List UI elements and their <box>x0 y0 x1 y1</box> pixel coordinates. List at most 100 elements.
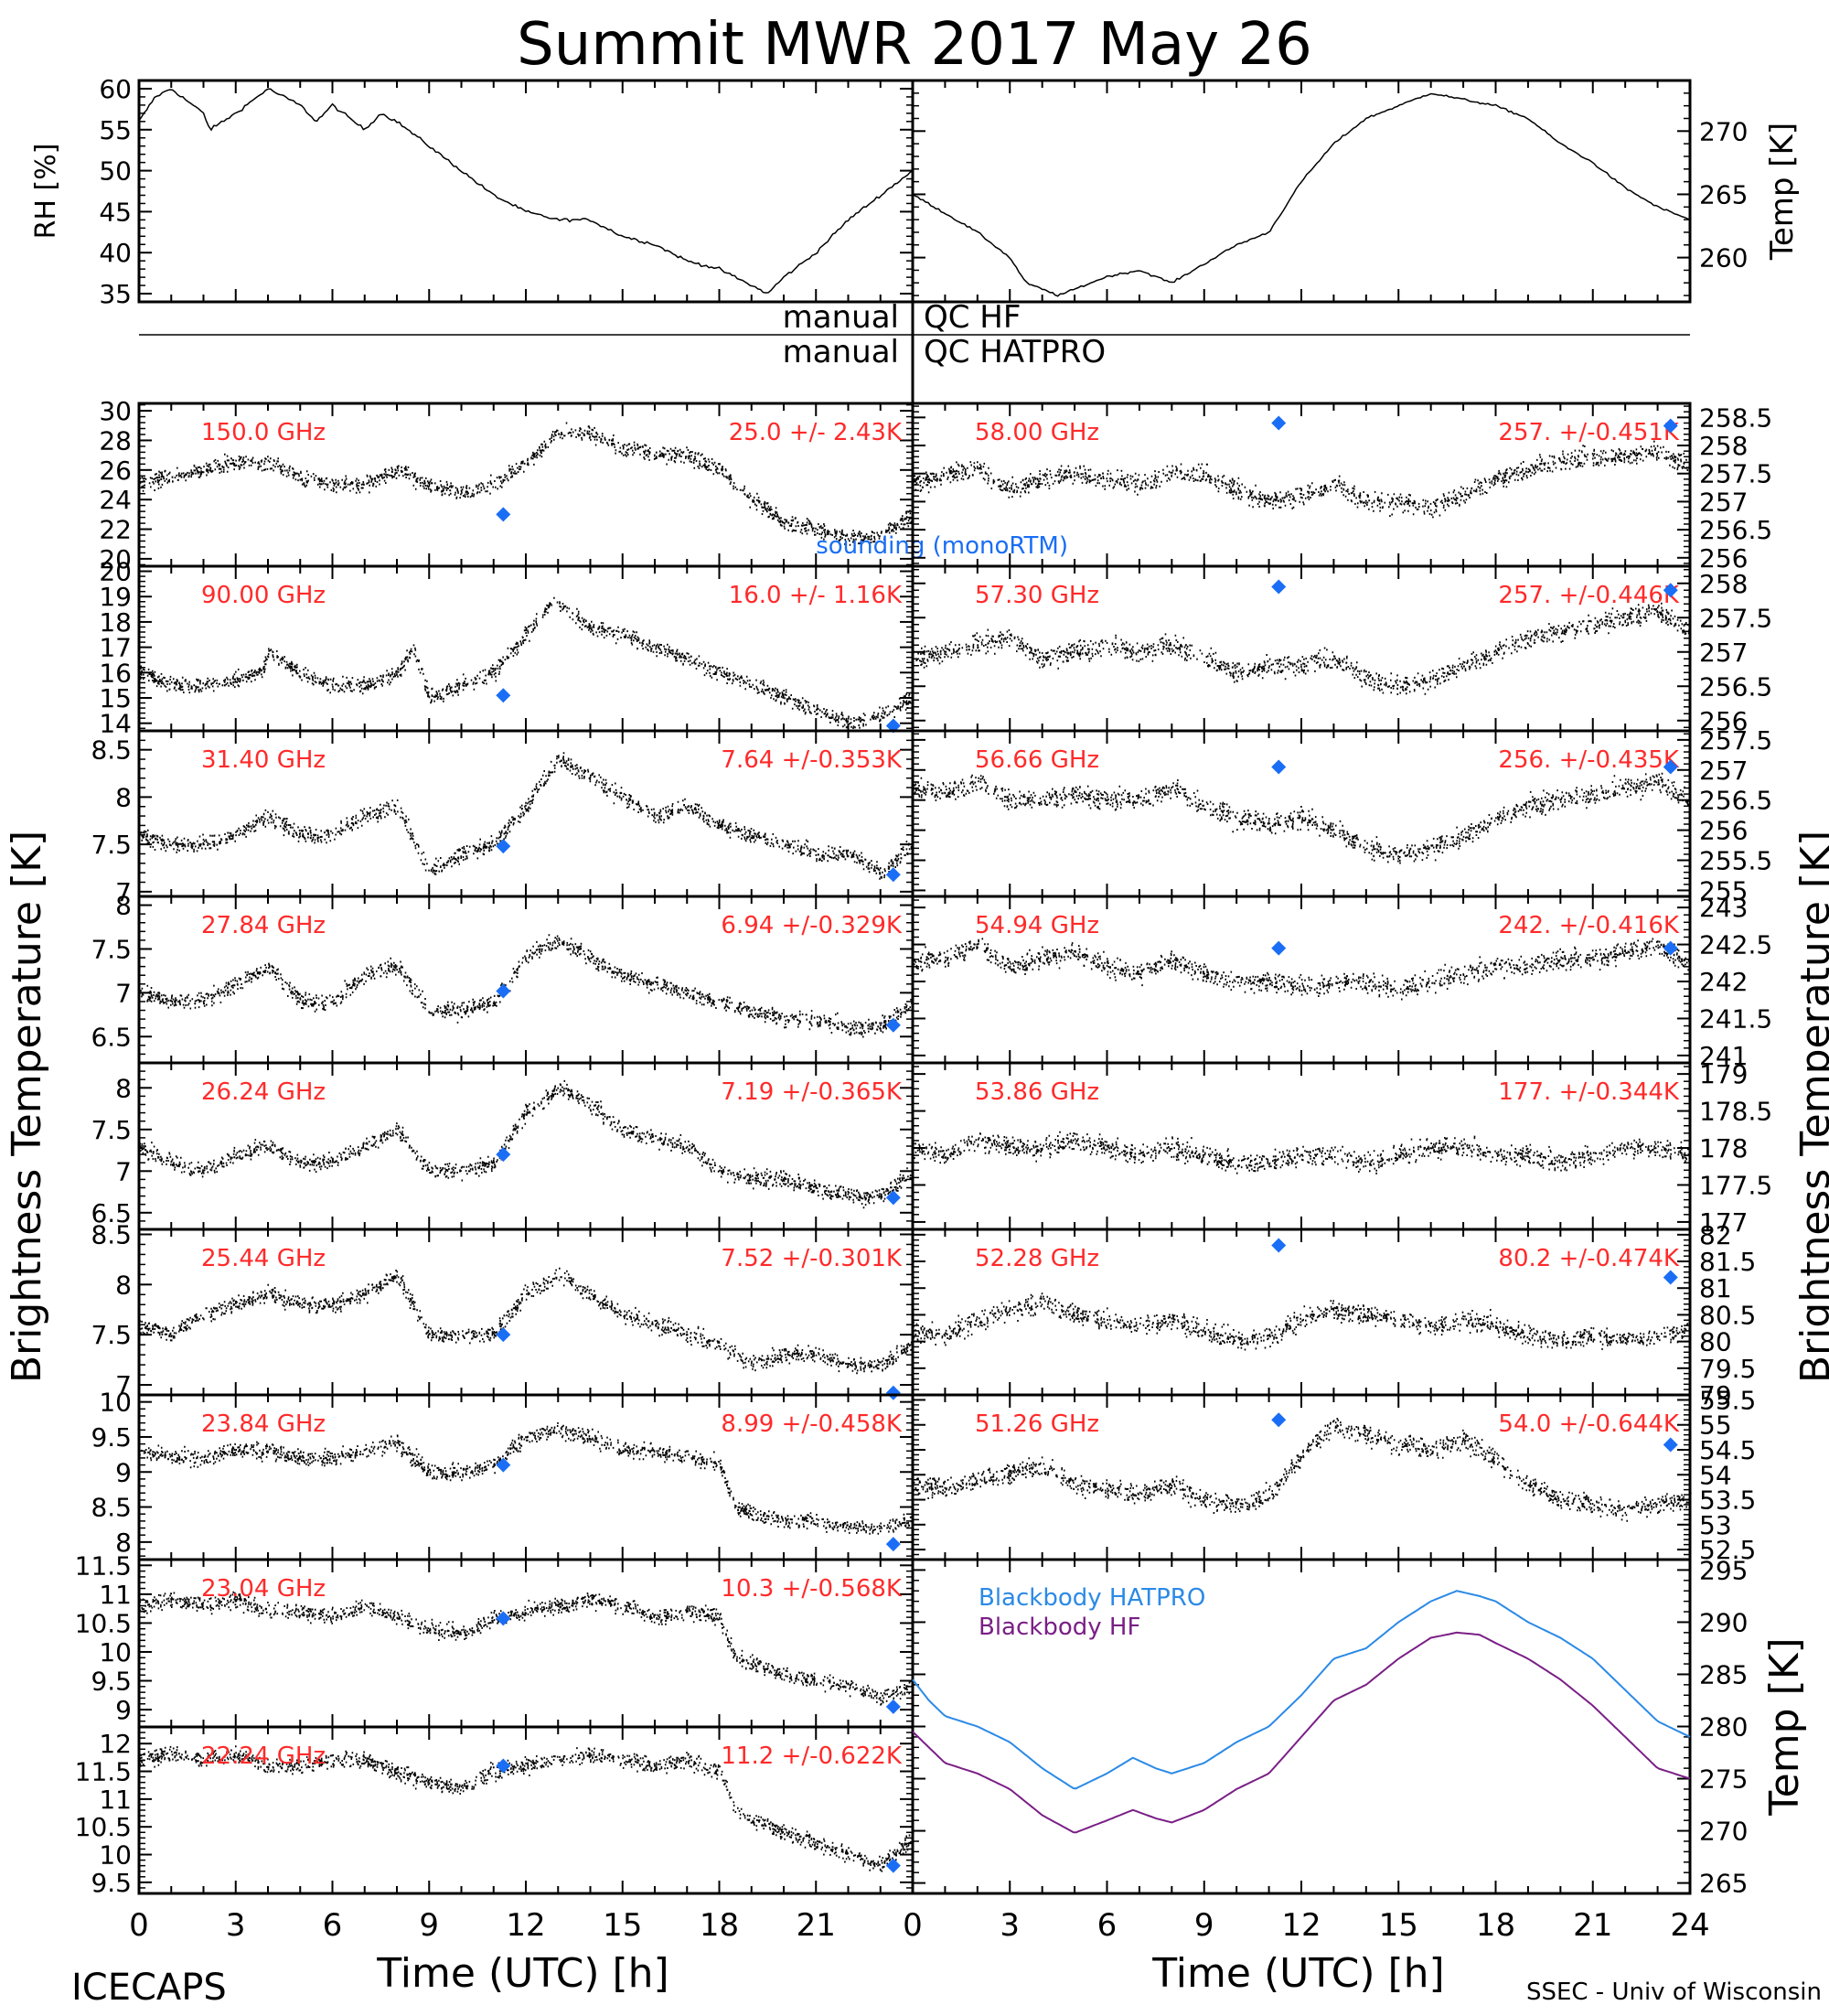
footer-right: SSEC - Univ of Wisconsin <box>1526 1978 1822 2006</box>
sounding-point <box>885 1537 901 1552</box>
y-tick-label: 7.5 <box>91 1115 132 1145</box>
x-tick-label: 12 <box>506 1907 545 1944</box>
y-tick-label: 256 <box>1699 543 1748 574</box>
y-axis-title-right: Brightness Temperature [K] <box>1792 831 1829 1383</box>
y-tick-label: 9 <box>115 1457 132 1487</box>
x-axis-title-left: Time (UTC) [h] <box>376 1950 668 1997</box>
channel-stats: 80.2 +/-0.474K <box>1498 1245 1680 1272</box>
channel-label: 52.28 GHz <box>975 1245 1099 1272</box>
y-tick-label: 12 <box>99 1729 132 1759</box>
sounding-point <box>885 1385 901 1400</box>
x-tick-label: 15 <box>603 1907 642 1944</box>
y-tick-label: 17 <box>99 633 132 663</box>
y-tick-label: 7 <box>115 1156 132 1186</box>
y-tick-label: 241 <box>1699 1041 1748 1071</box>
sounding-point <box>1271 1412 1287 1428</box>
sounding-point <box>496 1147 511 1163</box>
qc-status-block: manual QC HF manual QC HATPRO <box>139 299 1690 402</box>
y-tick-label: 7.5 <box>91 934 132 964</box>
y-tick-label: 19 <box>99 582 132 612</box>
y-tick-label: 50 <box>99 156 132 187</box>
sounding-annotation: sounding (monoRTM) <box>816 532 1068 560</box>
y-tick-label: 79 <box>1699 1380 1732 1410</box>
x-tick-label: 0 <box>129 1907 149 1944</box>
y-tick-label: 40 <box>99 238 132 268</box>
sounding-point <box>1663 583 1678 598</box>
channel-label: 57.30 GHz <box>975 582 1099 609</box>
y-tick-label: 60 <box>99 74 132 104</box>
y-tick-label: 8 <box>115 1528 132 1558</box>
sounding-point <box>496 688 511 703</box>
channel-label: 150.0 GHz <box>201 419 326 446</box>
y-tick-label: 9 <box>115 1695 132 1725</box>
x-tick-label: 21 <box>797 1907 836 1944</box>
sounding-point <box>885 1858 901 1873</box>
chart-title: Summit MWR 2017 May 26 <box>517 11 1312 79</box>
y-tick-label: 256 <box>1699 706 1748 736</box>
y-tick-label: 10.5 <box>75 1608 132 1638</box>
y-tick-label: 10.5 <box>75 1812 132 1842</box>
x-tick-label: 0 <box>903 1907 923 1944</box>
y-tick-label: 54 <box>1699 1460 1732 1490</box>
y-tick-label: 8 <box>115 782 132 812</box>
y-tick-label: 290 <box>1699 1607 1748 1637</box>
y-tick-label: 241.5 <box>1699 1003 1772 1034</box>
sounding-point <box>1663 418 1678 434</box>
y-tick-label: 256.5 <box>1699 671 1772 702</box>
y-tick-label: 275 <box>1699 1764 1748 1795</box>
y-axis-title-temp: Temp [K] <box>1764 123 1801 261</box>
panel-ch3140: 7 7.5 8 8.5 31.40 GHz 7.64 +/-0.353K <box>91 729 914 907</box>
channel-stats: 257. +/-0.446K <box>1498 582 1680 609</box>
y-tick-label: 30 <box>99 396 132 426</box>
y-tick-label: 82 <box>1699 1220 1732 1250</box>
y-tick-label: 255.5 <box>1699 846 1772 876</box>
y-tick-label: 258.5 <box>1699 402 1772 433</box>
sounding-point <box>1663 759 1678 775</box>
series-line-temp <box>912 92 1691 297</box>
y-tick-label: 11 <box>99 1785 132 1815</box>
y-tick-label: 6.5 <box>91 1198 132 1228</box>
y-tick-label: 7.5 <box>91 1320 132 1350</box>
sounding-point <box>1663 1437 1678 1453</box>
channel-label: 54.94 GHz <box>975 912 1099 939</box>
y-tick-label: 7 <box>115 1370 132 1400</box>
qc-hf-right-label: QC HF <box>924 299 1021 336</box>
series-trace-ch5126 <box>913 1418 1692 1522</box>
channel-label: 90.00 GHz <box>201 582 326 609</box>
panel-ch5494: 241 241.5 242 242.5 243 54.94 GHz 242. +/-0.41… <box>911 893 1772 1071</box>
y-tick-label: 265 <box>1699 1869 1748 1899</box>
channel-label: 25.44 GHz <box>201 1245 326 1272</box>
series-trace-ch3140 <box>140 752 914 880</box>
y-tick-label: 7.5 <box>91 830 132 860</box>
y-tick-label: 7 <box>115 877 132 907</box>
channel-stats: 11.2 +/-0.622K <box>721 1743 903 1770</box>
y-tick-label: 81.5 <box>1699 1247 1756 1277</box>
y-tick-label: 22 <box>99 515 132 545</box>
y-tick-label: 8.5 <box>91 1493 132 1523</box>
y-tick-label: 81 <box>1699 1273 1732 1303</box>
y-tick-label: 55.5 <box>1699 1385 1756 1415</box>
series-trace-ch90 <box>139 596 914 729</box>
x-tick-label: 6 <box>1097 1907 1118 1944</box>
channel-stats: 177. +/-0.344K <box>1498 1078 1680 1106</box>
y-tick-label: 24 <box>99 485 132 515</box>
panel-blackbody: 265 270 275 280 285 290 295 Blackbody HATPROBla… <box>911 1555 1748 1899</box>
y-tick-label: 258 <box>1699 569 1748 599</box>
y-tick-label: 54.5 <box>1699 1435 1756 1465</box>
x-tick-label: 3 <box>226 1907 246 1944</box>
y-tick-label: 6.5 <box>91 1022 132 1052</box>
sounding-point <box>496 507 511 522</box>
channel-label: 58.00 GHz <box>975 419 1099 446</box>
y-tick-label: 20 <box>99 557 132 587</box>
channel-stats: 257. +/-0.451K <box>1498 419 1680 446</box>
y-tick-label: 55 <box>1699 1410 1732 1441</box>
x-tick-label: 18 <box>700 1907 739 1944</box>
channel-label: 27.84 GHz <box>201 912 326 939</box>
y-tick-label: 10 <box>99 1840 132 1871</box>
y-tick-label: 255 <box>1699 875 1748 906</box>
y-tick-label: 45 <box>99 197 132 227</box>
y-tick-label: 179 <box>1699 1059 1748 1089</box>
